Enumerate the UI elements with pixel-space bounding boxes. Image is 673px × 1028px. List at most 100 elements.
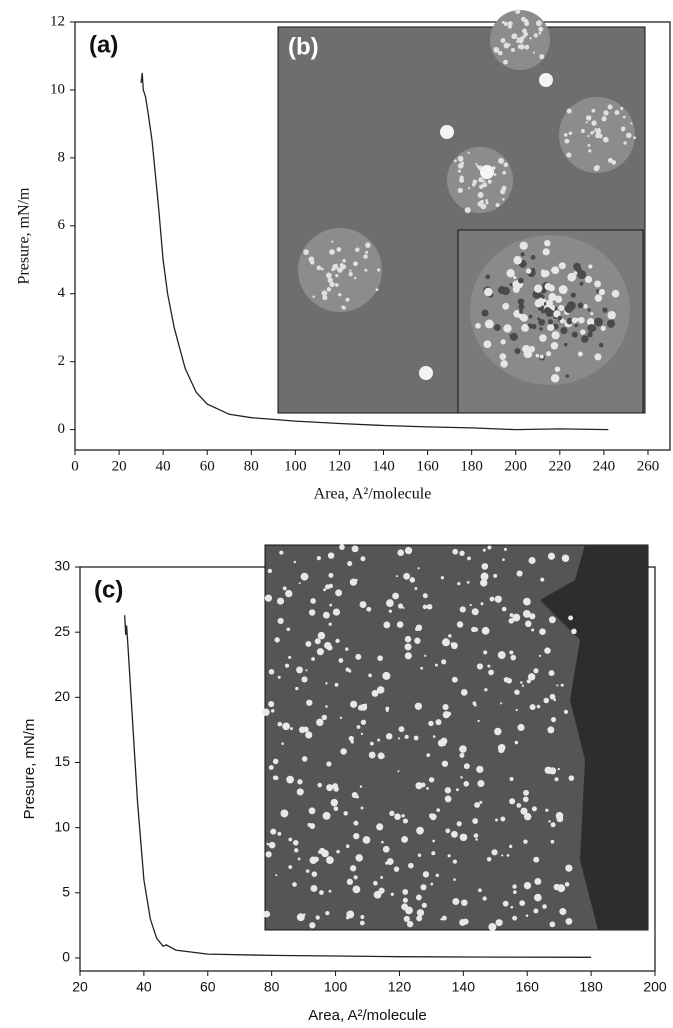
afm-particle bbox=[431, 851, 436, 856]
afm-particle bbox=[347, 560, 353, 567]
afm-particle bbox=[416, 909, 425, 917]
afm-particle bbox=[523, 812, 532, 821]
afm-particle bbox=[322, 611, 330, 619]
afm-particle bbox=[355, 795, 359, 799]
afm-particle bbox=[482, 548, 486, 552]
afm-particle bbox=[329, 603, 333, 607]
afm-particle bbox=[264, 594, 273, 602]
afm-particle bbox=[547, 323, 555, 332]
afm-particle bbox=[513, 309, 521, 318]
afm-particle bbox=[325, 584, 331, 590]
afm-particle bbox=[614, 110, 620, 116]
afm-particle bbox=[481, 626, 490, 635]
afm-particle bbox=[309, 856, 318, 865]
afm-particle bbox=[541, 295, 545, 299]
afm-particle bbox=[480, 602, 484, 606]
afm-particle bbox=[450, 830, 458, 838]
x-tick-label: 40 bbox=[156, 458, 171, 474]
afm-particle bbox=[332, 608, 341, 616]
afm-particle bbox=[366, 606, 372, 612]
afm-particle bbox=[517, 298, 525, 305]
y-axis-label: Presure, mN/m bbox=[16, 187, 33, 284]
afm-particle bbox=[297, 779, 303, 785]
afm-particle bbox=[598, 342, 604, 348]
afm-particle bbox=[539, 628, 546, 635]
afm-particle bbox=[501, 606, 507, 612]
afm-particle bbox=[382, 755, 385, 758]
afm-particle bbox=[363, 254, 368, 259]
afm-particle bbox=[451, 676, 458, 683]
afm-particle bbox=[318, 850, 322, 854]
afm-particle bbox=[495, 919, 503, 927]
afm-particle bbox=[499, 353, 507, 360]
afm-particle bbox=[441, 659, 447, 665]
afm-particle bbox=[351, 545, 359, 553]
afm-particle bbox=[503, 162, 509, 168]
afm-particle bbox=[335, 589, 343, 597]
afm-particle bbox=[359, 601, 367, 609]
afm-particle bbox=[533, 908, 539, 914]
afm-particle bbox=[345, 844, 350, 849]
afm-particle bbox=[337, 267, 343, 273]
afm-particle bbox=[563, 342, 568, 347]
x-tick-label: 20 bbox=[72, 979, 88, 995]
afm-particle bbox=[459, 175, 464, 180]
afm-particle bbox=[346, 878, 354, 885]
afm-particle bbox=[476, 663, 484, 670]
afm-particle bbox=[533, 668, 539, 674]
afm-particle bbox=[495, 818, 499, 822]
afm-particle bbox=[533, 33, 538, 38]
afm-particle bbox=[353, 276, 357, 280]
afm-particle bbox=[357, 704, 364, 711]
afm-particle bbox=[435, 719, 442, 726]
afm-particle bbox=[563, 133, 568, 137]
x-tick-label: 120 bbox=[328, 458, 351, 474]
afm-particle bbox=[577, 351, 583, 357]
afm-particle bbox=[298, 726, 306, 734]
afm-particle bbox=[310, 884, 318, 892]
afm-particle bbox=[481, 309, 489, 317]
afm-particle bbox=[519, 241, 528, 250]
afm-particle bbox=[516, 570, 523, 577]
afm-particle bbox=[515, 708, 518, 712]
y-tick-label: 6 bbox=[58, 217, 66, 233]
afm-particle bbox=[434, 663, 438, 667]
afm-particle bbox=[350, 865, 357, 872]
afm-particle bbox=[549, 921, 556, 928]
afm-particle bbox=[457, 582, 461, 586]
afm-particle bbox=[341, 305, 345, 309]
afm-particle bbox=[457, 187, 463, 193]
afm-particle bbox=[621, 128, 625, 132]
afm-particle bbox=[308, 256, 315, 263]
afm-particle bbox=[500, 360, 508, 368]
afm-particle bbox=[356, 725, 361, 729]
afm-particle bbox=[485, 198, 488, 202]
afm-particle bbox=[404, 734, 409, 739]
afm-particle bbox=[424, 654, 427, 657]
afm-particle bbox=[482, 182, 488, 188]
afm-particle bbox=[611, 289, 620, 298]
afm-particle bbox=[520, 252, 525, 257]
x-tick-label: 140 bbox=[372, 458, 395, 474]
afm-particle bbox=[514, 348, 521, 355]
afm-particle bbox=[453, 878, 456, 881]
afm-particle bbox=[303, 249, 309, 255]
afm-particle bbox=[530, 255, 536, 260]
afm-particle bbox=[353, 261, 358, 267]
afm-particle bbox=[453, 159, 457, 163]
afm-particle bbox=[360, 915, 365, 919]
afm-particle bbox=[340, 748, 347, 755]
afm-particle bbox=[502, 170, 507, 175]
afm-particle bbox=[328, 889, 332, 893]
afm-particle bbox=[338, 658, 344, 663]
afm-particle bbox=[517, 44, 523, 49]
afm-particle bbox=[512, 285, 520, 293]
afm-particle bbox=[316, 556, 321, 561]
afm-particle bbox=[550, 374, 560, 383]
afm-particle bbox=[531, 806, 537, 812]
afm-particle bbox=[592, 130, 596, 133]
afm-particle bbox=[517, 723, 525, 732]
afm-particle bbox=[558, 262, 566, 270]
afm-particle bbox=[266, 842, 270, 846]
afm-particle bbox=[477, 192, 484, 199]
